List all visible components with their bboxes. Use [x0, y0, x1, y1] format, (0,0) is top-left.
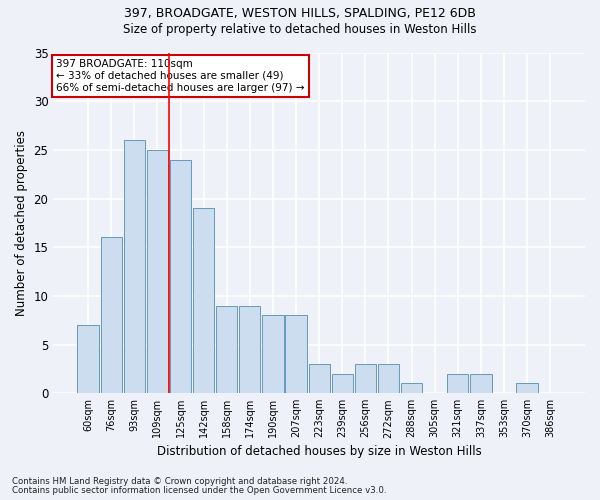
Bar: [355, 364, 376, 393]
Bar: [262, 316, 284, 393]
Bar: [170, 160, 191, 393]
Bar: [378, 364, 399, 393]
Bar: [286, 316, 307, 393]
Bar: [239, 306, 260, 393]
Bar: [124, 140, 145, 393]
Y-axis label: Number of detached properties: Number of detached properties: [15, 130, 28, 316]
Text: Contains public sector information licensed under the Open Government Licence v3: Contains public sector information licen…: [12, 486, 386, 495]
Bar: [77, 325, 99, 393]
Text: 397 BROADGATE: 110sqm
← 33% of detached houses are smaller (49)
66% of semi-deta: 397 BROADGATE: 110sqm ← 33% of detached …: [56, 60, 304, 92]
Bar: [401, 384, 422, 393]
Bar: [193, 208, 214, 393]
Bar: [332, 374, 353, 393]
Bar: [517, 384, 538, 393]
Bar: [470, 374, 491, 393]
Bar: [101, 238, 122, 393]
Bar: [147, 150, 168, 393]
Text: Contains HM Land Registry data © Crown copyright and database right 2024.: Contains HM Land Registry data © Crown c…: [12, 477, 347, 486]
Text: 397, BROADGATE, WESTON HILLS, SPALDING, PE12 6DB: 397, BROADGATE, WESTON HILLS, SPALDING, …: [124, 8, 476, 20]
Bar: [216, 306, 238, 393]
X-axis label: Distribution of detached houses by size in Weston Hills: Distribution of detached houses by size …: [157, 444, 482, 458]
Text: Size of property relative to detached houses in Weston Hills: Size of property relative to detached ho…: [123, 22, 477, 36]
Bar: [447, 374, 469, 393]
Bar: [308, 364, 330, 393]
